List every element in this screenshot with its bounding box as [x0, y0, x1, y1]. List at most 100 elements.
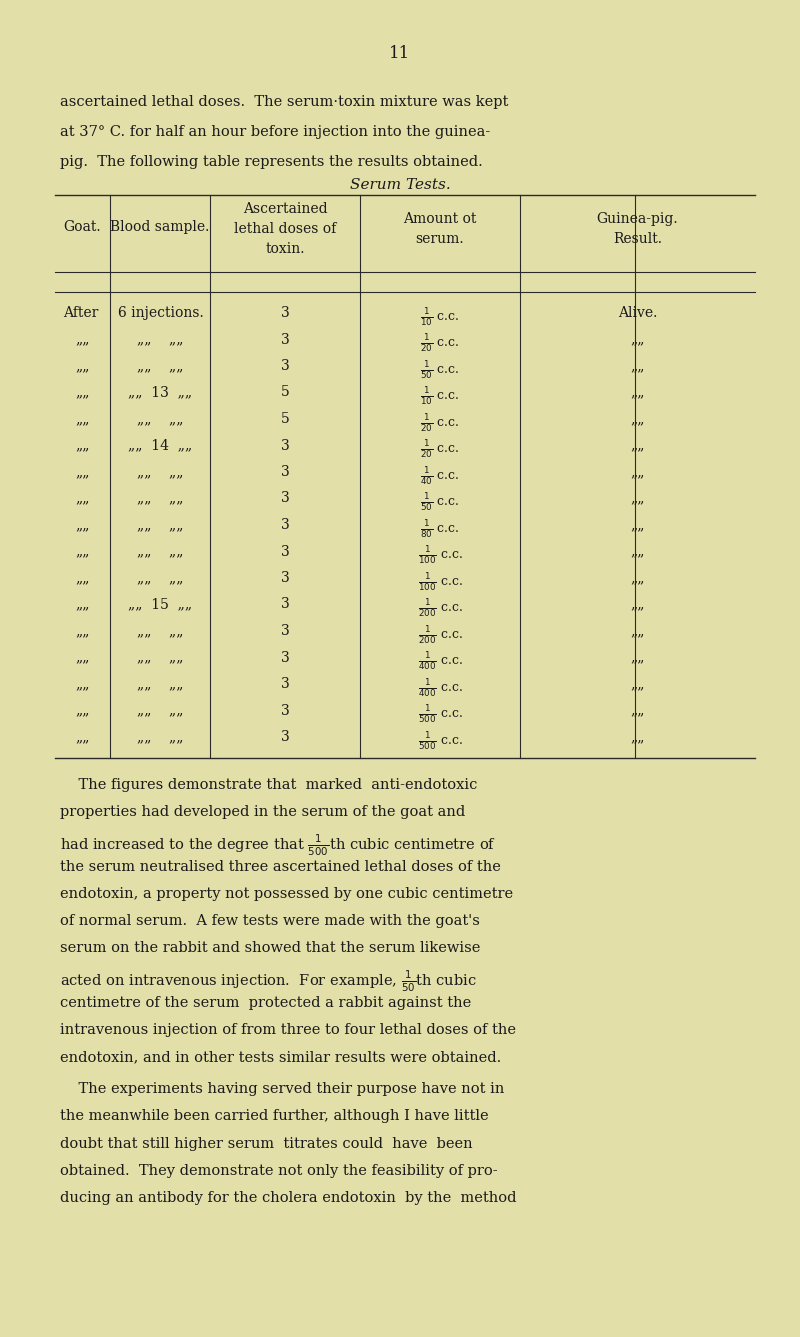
- Text: $\frac{1}{100}$ c.c.: $\frac{1}{100}$ c.c.: [418, 544, 462, 567]
- Text: „„    „„: „„ „„: [137, 412, 183, 427]
- Text: „„: „„: [630, 598, 645, 611]
- Text: „„: „„: [630, 412, 645, 427]
- Text: toxin.: toxin.: [266, 242, 305, 255]
- Text: obtained.  They demonstrate not only the feasibility of pro-: obtained. They demonstrate not only the …: [60, 1163, 498, 1178]
- Text: The figures demonstrate that  marked  anti-endotoxic: The figures demonstrate that marked anti…: [60, 778, 478, 792]
- Text: „„    „„: „„ „„: [137, 544, 183, 559]
- Text: $\frac{1}{500}$ c.c.: $\frac{1}{500}$ c.c.: [418, 730, 462, 751]
- Text: 5: 5: [281, 385, 290, 400]
- Text: „„    „„: „„ „„: [137, 492, 183, 505]
- Text: 3: 3: [281, 492, 290, 505]
- Text: 3: 3: [281, 306, 290, 320]
- Text: lethal doses of: lethal doses of: [234, 222, 336, 237]
- Text: Serum Tests.: Serum Tests.: [350, 178, 450, 193]
- Text: $\frac{1}{200}$ c.c.: $\frac{1}{200}$ c.c.: [418, 624, 462, 646]
- Text: „„: „„: [75, 598, 90, 611]
- Text: endotoxin, a property not possessed by one cubic centimetre: endotoxin, a property not possessed by o…: [60, 886, 513, 901]
- Text: „„: „„: [630, 517, 645, 532]
- Text: 3: 3: [281, 544, 290, 559]
- Text: doubt that still higher serum  titrates could  have  been: doubt that still higher serum titrates c…: [60, 1136, 473, 1151]
- Text: „„    „„: „„ „„: [137, 624, 183, 638]
- Text: pig.  The following table represents the results obtained.: pig. The following table represents the …: [60, 155, 482, 168]
- Text: „„    „„: „„ „„: [137, 651, 183, 664]
- Text: „„    „„: „„ „„: [137, 730, 183, 743]
- Text: „„: „„: [75, 677, 90, 691]
- Text: Amount ot: Amount ot: [403, 213, 477, 226]
- Text: „„: „„: [630, 703, 645, 718]
- Text: 3: 3: [281, 598, 290, 611]
- Text: „„: „„: [75, 703, 90, 718]
- Text: Ascertained: Ascertained: [242, 202, 327, 217]
- Text: 3: 3: [281, 730, 290, 743]
- Text: the serum neutralised three ascertained lethal doses of the: the serum neutralised three ascertained …: [60, 860, 501, 873]
- Text: „„    „„: „„ „„: [137, 465, 183, 479]
- Text: 3: 3: [281, 465, 290, 479]
- Text: „„: „„: [630, 385, 645, 400]
- Text: 3: 3: [281, 439, 290, 452]
- Text: „„: „„: [75, 439, 90, 452]
- Text: $\frac{1}{100}$ c.c.: $\frac{1}{100}$ c.c.: [418, 571, 462, 592]
- Text: $\frac{1}{200}$ c.c.: $\frac{1}{200}$ c.c.: [418, 598, 462, 619]
- Text: centimetre of the serum  protected a rabbit against the: centimetre of the serum protected a rabb…: [60, 996, 471, 1009]
- Text: $\frac{1}{40}$ c.c.: $\frac{1}{40}$ c.c.: [420, 465, 460, 487]
- Text: „„: „„: [75, 624, 90, 638]
- Text: „„    „„: „„ „„: [137, 333, 183, 346]
- Text: serum on the rabbit and showed that the serum likewise: serum on the rabbit and showed that the …: [60, 941, 480, 955]
- Text: Result.: Result.: [613, 233, 662, 246]
- Text: 3: 3: [281, 703, 290, 718]
- Text: of normal serum.  A few tests were made with the goat's: of normal serum. A few tests were made w…: [60, 915, 480, 928]
- Text: $\frac{1}{10}$ c.c.: $\frac{1}{10}$ c.c.: [420, 385, 460, 408]
- Text: „„: „„: [75, 651, 90, 664]
- Text: „„    „„: „„ „„: [137, 517, 183, 532]
- Text: serum.: serum.: [416, 233, 464, 246]
- Text: „„: „„: [75, 517, 90, 532]
- Text: „„: „„: [630, 677, 645, 691]
- Text: „„    „„: „„ „„: [137, 677, 183, 691]
- Text: endotoxin, and in other tests similar results were obtained.: endotoxin, and in other tests similar re…: [60, 1050, 502, 1064]
- Text: „„  13  „„: „„ 13 „„: [128, 385, 192, 400]
- Text: Alive.: Alive.: [618, 306, 657, 320]
- Text: „„: „„: [75, 333, 90, 346]
- Text: 6 injections.: 6 injections.: [118, 306, 204, 320]
- Text: „„: „„: [75, 360, 90, 373]
- Text: $\frac{1}{80}$ c.c.: $\frac{1}{80}$ c.c.: [420, 517, 460, 540]
- Text: Goat.: Goat.: [64, 221, 102, 234]
- Text: 3: 3: [281, 571, 290, 586]
- Text: Blood sample.: Blood sample.: [110, 221, 210, 234]
- Text: intravenous injection of from three to four lethal doses of the: intravenous injection of from three to f…: [60, 1023, 516, 1036]
- Text: „„: „„: [75, 412, 90, 427]
- Text: „„: „„: [630, 439, 645, 452]
- Text: „„: „„: [630, 624, 645, 638]
- Text: „„: „„: [630, 730, 645, 743]
- Text: $\frac{1}{20}$ c.c.: $\frac{1}{20}$ c.c.: [420, 412, 460, 435]
- Text: „„: „„: [630, 333, 645, 346]
- Text: 3: 3: [281, 517, 290, 532]
- Text: $\frac{1}{10}$ c.c.: $\frac{1}{10}$ c.c.: [420, 306, 460, 328]
- Text: properties had developed in the serum of the goat and: properties had developed in the serum of…: [60, 805, 466, 820]
- Text: „„: „„: [75, 385, 90, 400]
- Text: „„: „„: [630, 571, 645, 586]
- Text: After: After: [63, 306, 98, 320]
- Text: „„: „„: [630, 360, 645, 373]
- Text: 3: 3: [281, 360, 290, 373]
- Text: „„: „„: [75, 492, 90, 505]
- Text: the meanwhile been carried further, although I have little: the meanwhile been carried further, alth…: [60, 1110, 489, 1123]
- Text: „„  15  „„: „„ 15 „„: [128, 598, 192, 611]
- Text: „„    „„: „„ „„: [137, 360, 183, 373]
- Text: $\frac{1}{50}$ c.c.: $\frac{1}{50}$ c.c.: [420, 360, 460, 381]
- Text: 3: 3: [281, 624, 290, 638]
- Text: „„: „„: [75, 571, 90, 586]
- Text: Guinea-pig.: Guinea-pig.: [597, 213, 678, 226]
- Text: $\frac{1}{400}$ c.c.: $\frac{1}{400}$ c.c.: [418, 651, 462, 673]
- Text: 5: 5: [281, 412, 290, 427]
- Text: ducing an antibody for the cholera endotoxin  by the  method: ducing an antibody for the cholera endot…: [60, 1191, 517, 1205]
- Text: $\frac{1}{20}$ c.c.: $\frac{1}{20}$ c.c.: [420, 333, 460, 354]
- Text: „„: „„: [630, 651, 645, 664]
- Text: 11: 11: [390, 45, 410, 62]
- Text: $\frac{1}{20}$ c.c.: $\frac{1}{20}$ c.c.: [420, 439, 460, 460]
- Text: „„: „„: [630, 465, 645, 479]
- Text: „„  14  „„: „„ 14 „„: [128, 439, 192, 452]
- Text: „„: „„: [630, 544, 645, 559]
- Text: „„: „„: [75, 730, 90, 743]
- Text: at 37° C. for half an hour before injection into the guinea-: at 37° C. for half an hour before inject…: [60, 124, 490, 139]
